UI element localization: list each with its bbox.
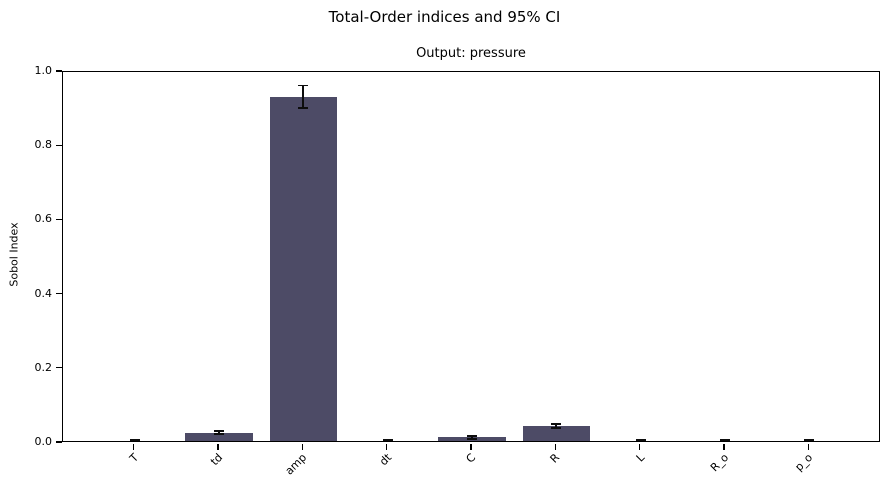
error-bar-td xyxy=(218,431,220,435)
error-cap-bottom-td xyxy=(214,433,224,436)
y-axis-label-text: Sobol Index xyxy=(7,222,21,287)
error-cap-bottom-amp xyxy=(298,106,309,109)
error-cap-bottom-C xyxy=(467,437,477,440)
y-tick-mark-1.0 xyxy=(56,70,62,72)
axes-subtitle: Output: pressure xyxy=(416,46,526,61)
y-tick-label-0.4: 0.4 xyxy=(34,286,53,300)
x-tick-mark-T xyxy=(132,443,135,450)
x-tick-label-T: T xyxy=(126,451,141,465)
x-tick-mark-L xyxy=(638,443,641,450)
error-cap-bottom-dt xyxy=(382,439,393,441)
error-bar-C xyxy=(471,435,473,439)
x-tick-mark-R xyxy=(554,443,557,450)
x-tick-mark-R_o xyxy=(723,443,725,450)
error-cap-bottom-p_o xyxy=(804,439,815,441)
x-tick-label-C: C xyxy=(463,451,479,466)
error-cap-top-C xyxy=(467,434,477,437)
error-cap-top-td xyxy=(214,430,224,433)
x-tick-label-R: R xyxy=(547,451,563,466)
bar-R xyxy=(522,426,591,441)
x-tick-mark-amp xyxy=(301,443,304,450)
x-tick-label-dt: dt xyxy=(376,451,394,469)
bar-amp xyxy=(269,96,338,441)
y-tick-mark-0.6 xyxy=(56,218,62,221)
error-cap-bottom-R_o xyxy=(719,439,730,441)
x-tick-label-td: td xyxy=(208,451,226,469)
x-tick-mark-td xyxy=(217,443,219,450)
error-bar-amp xyxy=(302,85,305,108)
error-cap-bottom-T xyxy=(129,439,140,441)
figure-title: Total-Order indices and 95% CI xyxy=(328,8,561,26)
error-cap-bottom-L xyxy=(635,439,646,441)
y-tick-label-0.6: 0.6 xyxy=(34,212,53,226)
y-tick-label-0.8: 0.8 xyxy=(34,138,53,152)
x-tick-mark-C xyxy=(470,443,472,450)
bar-td xyxy=(185,432,253,441)
y-tick-label-0.0: 0.0 xyxy=(34,435,53,448)
y-tick-mark-0.0 xyxy=(56,441,62,443)
y-tick-mark-0.2 xyxy=(56,367,62,369)
x-tick-label-R_o: R_o xyxy=(707,451,732,475)
plot-clip-region xyxy=(63,72,879,441)
y-tick-mark-0.8 xyxy=(56,144,62,146)
x-tick-label-L: L xyxy=(633,451,647,465)
y-tick-label-1.0: 1.0 xyxy=(34,64,53,77)
plot-area xyxy=(62,71,880,442)
x-tick-label-p_o: p_o xyxy=(792,451,816,474)
error-cap-top-amp xyxy=(298,84,309,87)
error-cap-bottom-R xyxy=(551,427,562,429)
error-bar-R xyxy=(555,424,558,429)
error-cap-top-R xyxy=(551,423,562,426)
y-tick-label-0.2: 0.2 xyxy=(34,360,53,374)
x-tick-label-amp: amp xyxy=(283,451,310,478)
x-tick-mark-dt xyxy=(385,443,388,450)
x-tick-mark-p_o xyxy=(807,443,809,450)
y-tick-mark-0.4 xyxy=(56,292,62,295)
